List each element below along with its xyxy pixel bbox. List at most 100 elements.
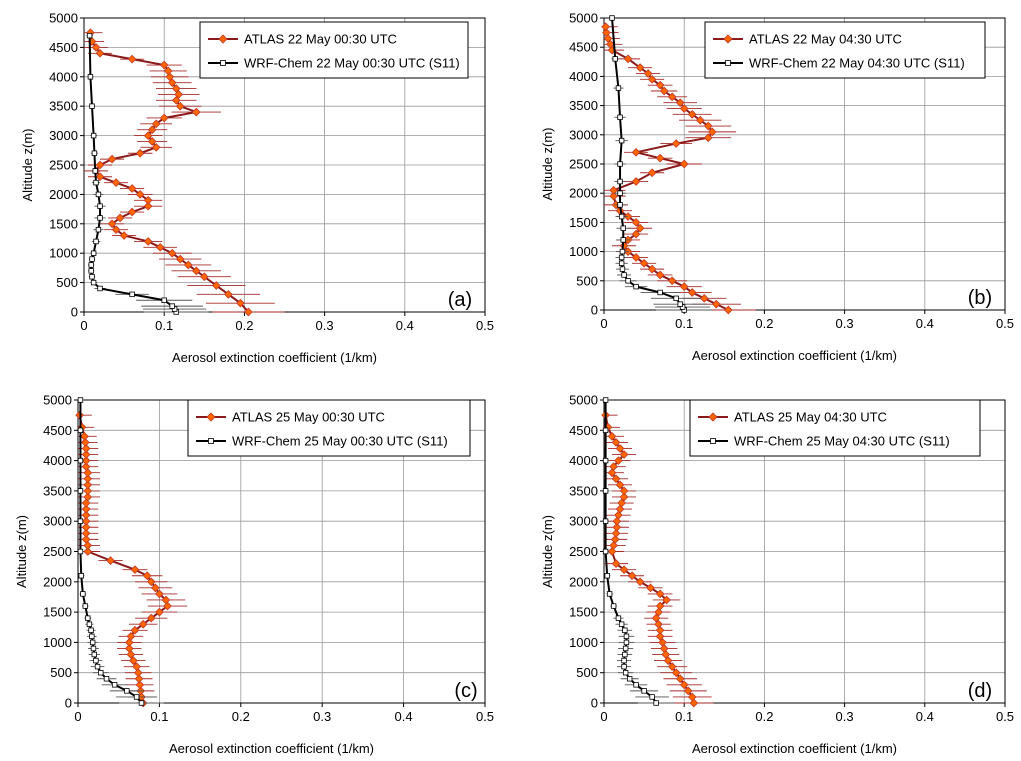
- data-point: [161, 297, 167, 303]
- y-tick-label: 3000: [569, 127, 598, 142]
- data-point: [93, 238, 99, 245]
- y-tick-label: 5000: [569, 393, 598, 408]
- data-point: [611, 474, 621, 484]
- data-point: [133, 668, 143, 678]
- legend-label: ATLAS 25 May 04:30 UTC: [734, 410, 887, 425]
- y-tick-label: 3500: [43, 483, 72, 498]
- data-point: [89, 633, 95, 640]
- legend-label: WRF-Chem 22 May 04:30 UTC (S11): [749, 56, 965, 71]
- data-point: [90, 645, 97, 652]
- data-point: [83, 541, 93, 550]
- y-tick-label: 3000: [569, 514, 598, 529]
- data-point: [612, 56, 618, 62]
- data-point: [163, 66, 173, 76]
- data-point: [617, 114, 623, 120]
- data-point: [663, 656, 673, 665]
- data-point: [612, 522, 622, 532]
- y-tick-label: 2500: [43, 544, 72, 559]
- y-tick-label: 500: [56, 275, 78, 290]
- data-point: [631, 218, 641, 227]
- data-point: [191, 266, 201, 276]
- data-point: [723, 305, 733, 315]
- y-tick-label: 0: [65, 696, 72, 711]
- data-point: [619, 565, 629, 575]
- x-tick-label: 0.4: [916, 316, 934, 331]
- data-point: [635, 63, 645, 73]
- data-point: [128, 656, 138, 665]
- data-point: [703, 121, 713, 131]
- y-tick-label: 5000: [43, 393, 72, 408]
- x-tick-label: 0.2: [232, 709, 250, 724]
- legend-label: WRF-Chem 22 May 00:30 UTC (S11): [244, 56, 460, 71]
- data-point: [617, 178, 623, 185]
- x-tick-label: 0.3: [313, 709, 331, 724]
- data-point: [97, 285, 103, 292]
- data-point: [94, 663, 101, 670]
- data-point: [107, 219, 117, 229]
- data-point: [129, 291, 135, 298]
- data-point: [167, 248, 177, 258]
- x-axis-label: Aerosol extinction coefficient (1/km): [172, 350, 377, 365]
- series-1: [86, 32, 209, 315]
- data-point: [622, 645, 629, 652]
- y-tick-label: 0: [591, 696, 598, 711]
- data-point: [654, 607, 663, 617]
- data-point: [655, 270, 665, 280]
- chart-panel-2: 0 0.1 0.2 0.3 0.4 0.5 0 500 1000 1500 2000 2500 3000…: [14, 393, 494, 757]
- data-point: [138, 619, 148, 629]
- data-point: [106, 556, 115, 565]
- data-point: [622, 670, 629, 676]
- plot-frame: [603, 17, 1006, 311]
- data-point: [618, 213, 625, 220]
- data-point: [97, 215, 103, 221]
- y-tick-label: 4000: [43, 453, 72, 468]
- x-axis-label: Aerosol extinction coefficient (1/km): [169, 741, 374, 756]
- y-tick-label: 1000: [569, 244, 598, 259]
- data-point: [124, 638, 134, 647]
- data-point: [618, 137, 625, 144]
- y-axis-label: Altitude z(m): [540, 128, 555, 201]
- data-point: [93, 657, 99, 664]
- data-point: [615, 85, 622, 91]
- data-point: [641, 688, 647, 694]
- x-tick-label: 0.5: [996, 316, 1014, 331]
- data-point: [134, 674, 144, 684]
- data-point: [135, 190, 145, 199]
- data-point: [619, 486, 629, 496]
- data-point: [138, 700, 145, 706]
- data-point: [130, 565, 140, 575]
- x-tick-label: 0.1: [675, 316, 693, 331]
- data-point: [143, 237, 153, 246]
- y-tick-label: 3000: [43, 514, 72, 529]
- data-point: [151, 119, 161, 129]
- data-point: [81, 535, 91, 544]
- legend-box: [187, 399, 471, 457]
- data-point: [683, 686, 693, 696]
- data-point: [635, 577, 645, 587]
- data-point: [609, 191, 618, 201]
- x-tick-label: 0: [80, 318, 87, 333]
- legend: ATLAS 25 May 04:30 UTC WRF-Chem 25 May 04…: [689, 399, 981, 457]
- data-point: [631, 147, 641, 157]
- data-point: [159, 113, 169, 123]
- data-point: [77, 518, 84, 524]
- series-1: [77, 397, 164, 706]
- legend-label: ATLAS 25 May 00:30 UTC: [232, 410, 385, 425]
- series-0: [601, 22, 756, 315]
- y-axis-label: Altitude z(m): [14, 515, 29, 588]
- data-point: [631, 229, 641, 239]
- data-point: [602, 488, 609, 494]
- data-point: [609, 15, 615, 21]
- data-point: [127, 207, 137, 217]
- series-1: [608, 15, 713, 313]
- data-point: [107, 154, 117, 164]
- legend-label: WRF-Chem 25 May 00:30 UTC (S11): [232, 434, 448, 449]
- x-tick-label: 0.5: [476, 318, 494, 333]
- data-point: [602, 548, 609, 555]
- y-axis-label: Altitude z(m): [20, 129, 35, 202]
- x-tick-label: 0: [74, 709, 81, 724]
- x-tick-label: 0.2: [235, 318, 253, 333]
- y-tick-label: 2000: [569, 186, 598, 201]
- data-point: [675, 98, 685, 108]
- x-tick-label: 0.4: [396, 318, 414, 333]
